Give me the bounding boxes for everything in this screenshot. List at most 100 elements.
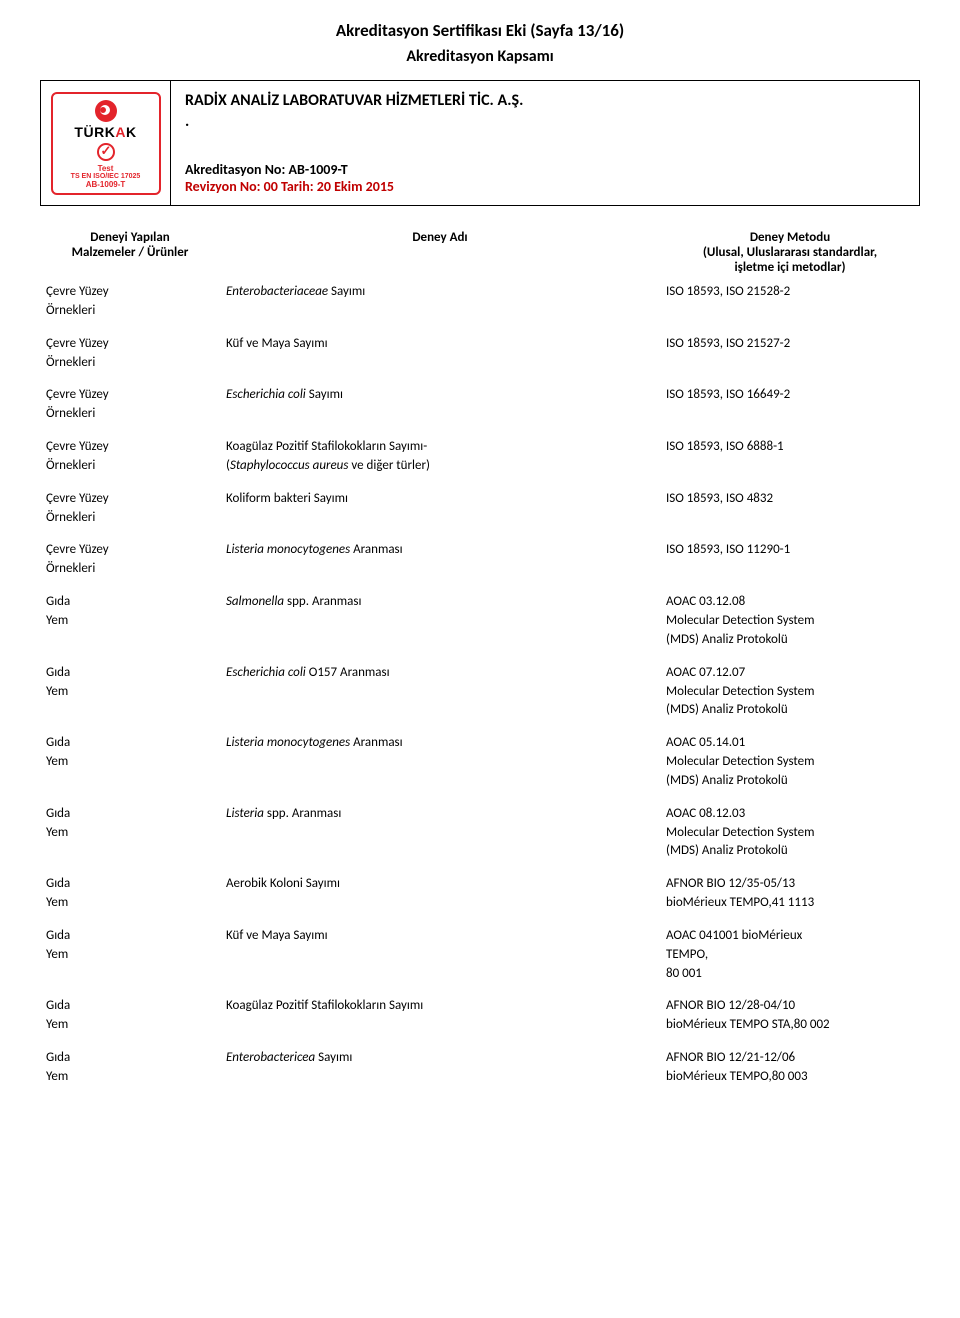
cell-method: AFNOR BIO 12/28-04/10bioMérieux TEMPO ST… bbox=[660, 997, 920, 1035]
cell-method: AOAC 041001 bioMérieuxTEMPO,80 001 bbox=[660, 927, 920, 984]
table-row: Çevre YüzeyÖrnekleriEnterobacteriaceae S… bbox=[40, 283, 920, 321]
cell-material: GıdaYem bbox=[40, 997, 220, 1035]
cell-method: AFNOR BIO 12/21-12/06bioMérieux TEMPO,80… bbox=[660, 1049, 920, 1087]
logo-text-2: A bbox=[115, 124, 126, 140]
cell-material: Çevre YüzeyÖrnekleri bbox=[40, 490, 220, 528]
table-row: GıdaYemEnterobactericea SayımıAFNOR BIO … bbox=[40, 1049, 920, 1087]
company-dot: . bbox=[185, 112, 905, 131]
material-line2: Yem bbox=[46, 894, 210, 913]
table-header-row: Deneyi Yapılan Malzemeler / Ürünler Dene… bbox=[40, 230, 920, 275]
table-row: Çevre YüzeyÖrnekleriEscherichia coli Say… bbox=[40, 386, 920, 424]
table-row: GıdaYemAerobik Koloni SayımıAFNOR BIO 12… bbox=[40, 875, 920, 913]
flag-icon bbox=[95, 100, 117, 122]
cell-method: ISO 18593, ISO 4832 bbox=[660, 490, 920, 528]
cell-test: Listeria spp. Aranması bbox=[220, 805, 660, 862]
data-table: Deneyi Yapılan Malzemeler / Ürünler Dene… bbox=[40, 230, 920, 1087]
cell-material: GıdaYem bbox=[40, 927, 220, 984]
material-line2: Yem bbox=[46, 753, 210, 772]
cell-test: Küf ve Maya Sayımı bbox=[220, 335, 660, 373]
table-row: Çevre YüzeyÖrnekleriListeria monocytogen… bbox=[40, 541, 920, 579]
rows-container: Çevre YüzeyÖrnekleriEnterobacteriaceae S… bbox=[40, 283, 920, 1087]
material-line2: Yem bbox=[46, 1016, 210, 1035]
table-row: GıdaYemSalmonella spp. AranmasıAOAC 03.1… bbox=[40, 593, 920, 650]
table-row: Çevre YüzeyÖrnekleriKoliform bakteri Say… bbox=[40, 490, 920, 528]
material-line2: Örnekleri bbox=[46, 354, 210, 373]
material-line1: Çevre Yüzey bbox=[46, 335, 210, 354]
cell-method: AFNOR BIO 12/35-05/13bioMérieux TEMPO,41… bbox=[660, 875, 920, 913]
cell-test: Koliform bakteri Sayımı bbox=[220, 490, 660, 528]
cell-test: Listeria monocytogenes Aranması bbox=[220, 734, 660, 791]
cell-material: Çevre YüzeyÖrnekleri bbox=[40, 335, 220, 373]
table-row: GıdaYemListeria monocytogenes AranmasıAO… bbox=[40, 734, 920, 791]
material-line1: Gıda bbox=[46, 593, 210, 612]
cell-material: GıdaYem bbox=[40, 664, 220, 721]
cell-method: AOAC 07.12.07Molecular Detection System(… bbox=[660, 664, 920, 721]
cell-method: ISO 18593, ISO 16649-2 bbox=[660, 386, 920, 424]
cell-test: Koagülaz Pozitif Stafilokokların Sayımı bbox=[220, 997, 660, 1035]
material-line1: Gıda bbox=[46, 1049, 210, 1068]
material-line1: Gıda bbox=[46, 875, 210, 894]
col2-line1: Deney Adı bbox=[226, 230, 654, 245]
cell-method: ISO 18593, ISO 11290-1 bbox=[660, 541, 920, 579]
material-line1: Gıda bbox=[46, 997, 210, 1016]
logo-name: TÜRKAK bbox=[57, 124, 155, 140]
revision-no: Revizyon No: 00 Tarih: 20 Ekim 2015 bbox=[185, 178, 905, 195]
page-title-main: Akreditasyon Sertifikası Eki (Sayfa 13/1… bbox=[40, 20, 920, 41]
material-line2: Örnekleri bbox=[46, 560, 210, 579]
table-row: GıdaYemListeria spp. AranmasıAOAC 08.12.… bbox=[40, 805, 920, 862]
material-line2: Örnekleri bbox=[46, 302, 210, 321]
material-line1: Çevre Yüzey bbox=[46, 438, 210, 457]
cell-material: GıdaYem bbox=[40, 734, 220, 791]
logo-text-1: TÜRK bbox=[74, 124, 115, 140]
cell-material: Çevre YüzeyÖrnekleri bbox=[40, 541, 220, 579]
logo-standard-label: TS EN ISO/IEC 17025 bbox=[57, 173, 155, 180]
page-title-sub: Akreditasyon Kapsamı bbox=[40, 47, 920, 66]
cell-material: GıdaYem bbox=[40, 875, 220, 913]
col3-line3: işletme içi metodlar) bbox=[666, 260, 914, 275]
logo-text-3: K bbox=[126, 124, 137, 140]
cell-method: ISO 18593, ISO 21528-2 bbox=[660, 283, 920, 321]
cell-method: AOAC 05.14.01Molecular Detection System(… bbox=[660, 734, 920, 791]
header-box: TÜRKAK Test TS EN ISO/IEC 17025 AB-1009-… bbox=[40, 80, 920, 206]
cell-method: AOAC 08.12.03Molecular Detection System(… bbox=[660, 805, 920, 862]
material-line1: Çevre Yüzey bbox=[46, 386, 210, 405]
cell-test: Escherichia coli Sayımı bbox=[220, 386, 660, 424]
cell-material: GıdaYem bbox=[40, 593, 220, 650]
cell-test: Listeria monocytogenes Aranması bbox=[220, 541, 660, 579]
cell-method: ISO 18593, ISO 21527-2 bbox=[660, 335, 920, 373]
col3-line2: (Ulusal, Uluslararası standardlar, bbox=[666, 245, 914, 260]
cell-test: Escherichia coli O157 Aranması bbox=[220, 664, 660, 721]
cell-material: Çevre YüzeyÖrnekleri bbox=[40, 386, 220, 424]
material-line1: Gıda bbox=[46, 734, 210, 753]
table-row: GıdaYemEscherichia coli O157 AranmasıAOA… bbox=[40, 664, 920, 721]
logo-cell: TÜRKAK Test TS EN ISO/IEC 17025 AB-1009-… bbox=[41, 81, 171, 205]
material-line2: Yem bbox=[46, 683, 210, 702]
cell-test: Salmonella spp. Aranması bbox=[220, 593, 660, 650]
cell-material: GıdaYem bbox=[40, 805, 220, 862]
material-line1: Çevre Yüzey bbox=[46, 541, 210, 560]
table-row: GıdaYemKoagülaz Pozitif Stafilokokların … bbox=[40, 997, 920, 1035]
material-line2: Örnekleri bbox=[46, 509, 210, 528]
material-line1: Çevre Yüzey bbox=[46, 490, 210, 509]
material-line1: Gıda bbox=[46, 805, 210, 824]
material-line1: Gıda bbox=[46, 927, 210, 946]
col-header-test: Deney Adı bbox=[220, 230, 660, 275]
accreditation-no: Akreditasyon No: AB-1009-T bbox=[185, 161, 905, 178]
col1-line1: Deneyi Yapılan bbox=[46, 230, 214, 245]
material-line1: Çevre Yüzey bbox=[46, 283, 210, 302]
cell-test: Enterobacteriaceae Sayımı bbox=[220, 283, 660, 321]
material-line2: Örnekleri bbox=[46, 457, 210, 476]
cell-material: Çevre YüzeyÖrnekleri bbox=[40, 283, 220, 321]
col1-line2: Malzemeler / Ürünler bbox=[46, 245, 214, 260]
cell-test: Aerobik Koloni Sayımı bbox=[220, 875, 660, 913]
cell-test: Koagülaz Pozitif Stafilokokların Sayımı-… bbox=[220, 438, 660, 476]
material-line2: Örnekleri bbox=[46, 405, 210, 424]
turkak-logo: TÜRKAK Test TS EN ISO/IEC 17025 AB-1009-… bbox=[51, 92, 161, 195]
material-line2: Yem bbox=[46, 612, 210, 631]
logo-ab-label: AB-1009-T bbox=[57, 180, 155, 189]
table-row: Çevre YüzeyÖrnekleriKüf ve Maya SayımıIS… bbox=[40, 335, 920, 373]
company-name: RADİX ANALİZ LABORATUVAR HİZMETLERİ TİC.… bbox=[185, 91, 905, 110]
table-row: Çevre YüzeyÖrnekleri Koagülaz Pozitif Sta… bbox=[40, 438, 920, 476]
table-row: GıdaYemKüf ve Maya SayımıAOAC 041001 bio… bbox=[40, 927, 920, 984]
material-line2: Yem bbox=[46, 946, 210, 965]
